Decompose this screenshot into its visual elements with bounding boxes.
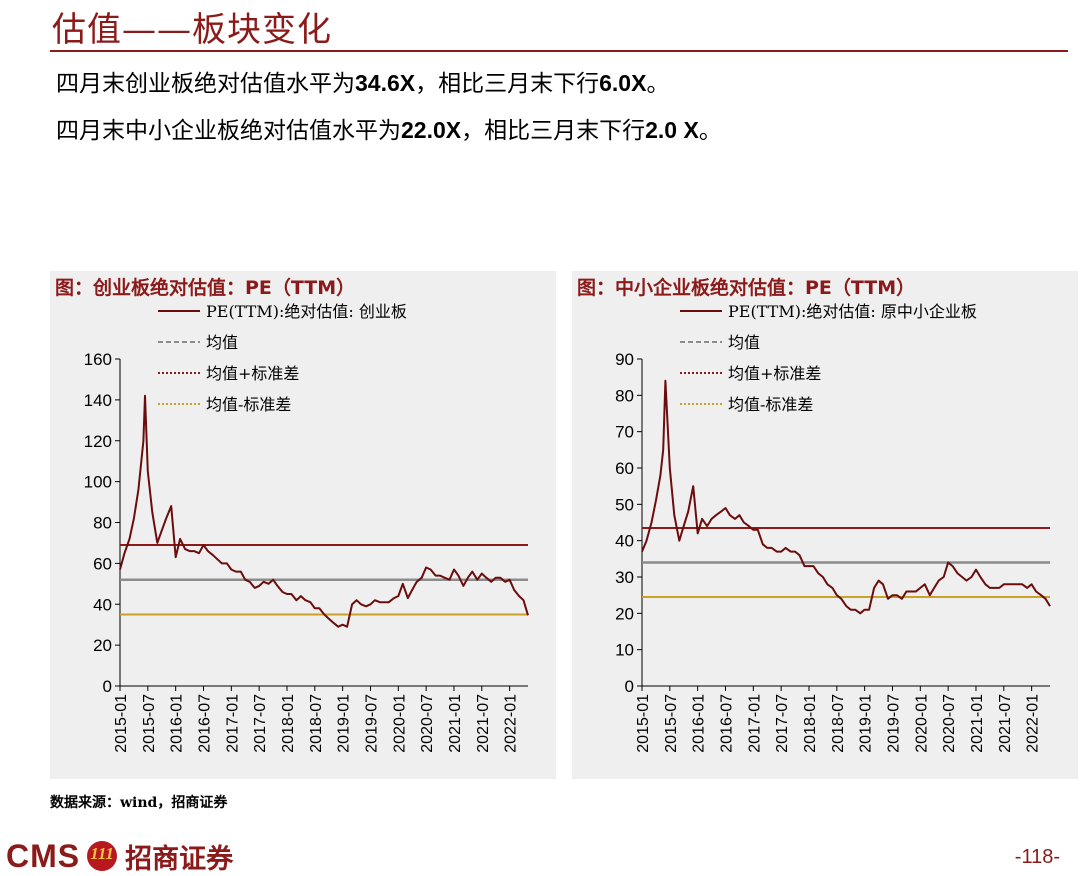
summary-text: 四月末创业板绝对估值水平为 (56, 71, 355, 97)
x-tick-label: 2020-01 (391, 694, 408, 753)
x-tick-label: 2019-07 (885, 694, 902, 753)
summary-text: 。 (646, 71, 670, 97)
y-tick-label: 90 (615, 350, 634, 369)
x-tick-label: 2016-07 (718, 694, 735, 753)
y-tick-label: 120 (84, 432, 112, 451)
x-tick-label: 2021-01 (969, 694, 986, 753)
y-tick-label: 80 (93, 514, 112, 533)
x-tick-label: 2015-07 (663, 694, 680, 753)
summary-text: 。 (698, 118, 722, 144)
summary-change: 6.0X (599, 70, 647, 96)
y-tick-label: 160 (84, 350, 112, 369)
x-tick-label: 2019-01 (336, 694, 353, 753)
data-source-note: 数据来源：wind，招商证券 (50, 795, 228, 811)
summary-text: ，相比三月末下行 (461, 118, 646, 144)
y-tick-label: 60 (93, 554, 112, 573)
x-tick-label: 2021-01 (447, 694, 464, 753)
x-tick-label: 2018-07 (308, 694, 325, 753)
y-tick-label: 60 (615, 459, 634, 478)
x-tick-label: 2015-01 (113, 694, 130, 753)
y-tick-label: 40 (615, 532, 634, 551)
x-tick-label: 2020-07 (941, 694, 958, 753)
y-tick-label: 0 (103, 677, 112, 696)
x-tick-label: 2020-07 (419, 694, 436, 753)
x-tick-label: 2021-07 (997, 694, 1014, 753)
x-tick-label: 2021-07 (475, 694, 492, 753)
x-tick-label: 2022-01 (503, 694, 520, 753)
legend-label: PE(TTM):绝对估值: 创业板 (206, 302, 407, 321)
chart-chinext: 0 20 40 60 80 100 120 140 160 2015-01 2015-07 2016-… (84, 302, 529, 753)
y-tick-label: 10 (615, 641, 634, 660)
legend-label: 均值+标准差 (206, 364, 299, 383)
y-tick-label: 20 (93, 636, 112, 655)
y-tick-label: 30 (615, 568, 634, 587)
x-tick-label: 2017-07 (774, 694, 791, 753)
y-tick-label: 20 (615, 604, 634, 623)
logo-badge-icon: 111 (87, 841, 118, 871)
summary-text: 四月末中小企业板绝对估值水平为 (56, 118, 401, 144)
chart-panel-chinext: 图：创业板绝对估值：PE（TTM） 0 20 40 60 80 100 120 140 160 2… (50, 271, 556, 779)
x-tick-label: 2016-01 (691, 694, 708, 753)
x-tick-label: 2015-01 (635, 694, 652, 753)
chart-title: 图：中小企业板绝对估值：PE（TTM） (577, 277, 916, 299)
x-tick-label: 2017-01 (224, 694, 241, 753)
x-tick-label: 2015-07 (141, 694, 158, 753)
logo-wordmark: CMS (6, 837, 81, 874)
logo-chinese-name: 招商证券 (125, 843, 234, 875)
chart-panel-sme: 图：中小企业板绝对估值：PE（TTM） 0 10 20 30 40 50 60 70 80 90 2… (572, 271, 1078, 779)
x-tick-label: 2016-01 (169, 694, 186, 753)
series-line-pe (641, 379, 1051, 615)
x-tick-label: 2018-07 (830, 694, 847, 753)
series-line-pe (119, 394, 529, 628)
summary-text: ，相比三月末下行 (415, 71, 600, 97)
y-tick-label: 70 (615, 423, 634, 442)
chart-title: 图：创业板绝对估值：PE（TTM） (55, 277, 356, 299)
x-tick-label: 2020-01 (913, 694, 930, 753)
legend-label: 均值 (206, 333, 238, 352)
x-tick-label: 2019-07 (363, 694, 380, 753)
summary-change: 2.0 X (645, 117, 699, 143)
y-tick-label: 0 (625, 677, 634, 696)
legend-label: 均值 (728, 333, 760, 352)
y-tick-label: 140 (84, 391, 112, 410)
title-divider (50, 50, 1068, 52)
company-logo: CMS 111 招商证券 (6, 836, 233, 876)
summary-value: 34.6X (355, 70, 416, 96)
page-number: -118- (1014, 846, 1060, 868)
x-tick-label: 2019-01 (858, 694, 875, 753)
logo-badge-text: 111 (90, 844, 114, 863)
y-tick-label: 50 (615, 495, 634, 514)
legend-label: 均值+标准差 (728, 364, 821, 383)
y-tick-label: 40 (93, 595, 112, 614)
x-tick-label: 2016-07 (196, 694, 213, 753)
chart-sme: 0 10 20 30 40 50 60 70 80 90 2015-01 2015-07 2016-01… (615, 302, 1051, 753)
summary-line-chinext: 四月末创业板绝对估值水平为34.6X，相比三月末下行6.0X。 (56, 64, 669, 98)
y-tick-label: 100 (84, 473, 112, 492)
y-tick-label: 80 (615, 386, 634, 405)
page-title: 估值——板块变化 (52, 10, 332, 50)
x-tick-label: 2017-07 (252, 694, 269, 753)
summary-value: 22.0X (401, 117, 462, 143)
summary-line-sme: 四月末中小企业板绝对估值水平为22.0X，相比三月末下行2.0 X。 (56, 111, 722, 145)
legend-label: 均值-标准差 (728, 395, 813, 414)
x-tick-label: 2018-01 (280, 694, 297, 753)
legend-label: 均值-标准差 (206, 395, 291, 414)
x-tick-label: 2022-01 (1025, 694, 1042, 753)
x-tick-label: 2018-01 (802, 694, 819, 753)
legend-label: PE(TTM):绝对估值: 原中小企业板 (728, 302, 977, 321)
x-tick-label: 2017-01 (746, 694, 763, 753)
